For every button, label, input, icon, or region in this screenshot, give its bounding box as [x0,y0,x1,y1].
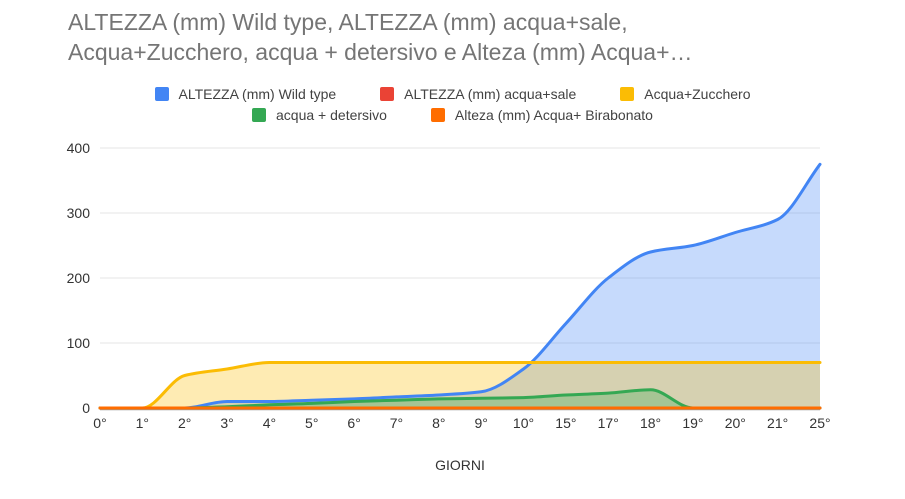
y-tick-label: 300 [66,205,90,221]
chart-title-line2: Acqua+Zucchero, acqua + detersivo e Alte… [68,39,693,65]
x-axis-title: GIORNI [435,457,485,473]
x-tick-label: 18° [639,415,662,431]
x-tick-label: 19° [682,415,704,431]
legend-label-acqua-detersivo: acqua + detersivo [276,106,387,123]
y-tick-label: 400 [66,140,90,156]
legend-label-acqua-sale: ALTEZZA (mm) acqua+sale [404,85,577,102]
legend-swatch-orange-icon [430,107,445,122]
x-tick-label: 8° [432,415,446,431]
x-tick-label: 1° [135,415,150,431]
x-tick-label: 10° [512,415,535,431]
legend-label-wild-type: ALTEZZA (mm) Wild type [178,85,337,102]
legend-label-acqua-zucchero: Acqua+Zucchero [644,85,751,102]
chart-title: ALTEZZA (mm) Wild type, ALTEZZA (mm) acq… [68,7,693,67]
chart-title-line1: ALTEZZA (mm) Wild type, ALTEZZA (mm) acq… [68,9,628,35]
legend-label-acqua-birabonato: Alteza (mm) Acqua+ Birabonato [454,106,653,123]
legend-swatch-yellow-icon [620,86,635,101]
x-tick-label: 25° [809,415,831,431]
y-tick-label: 100 [66,335,90,351]
legend-swatch-blue-icon [154,86,169,101]
x-tick-label: 9° [474,415,488,431]
legend-item-wild-type[interactable]: ALTEZZA (mm) Wild type [154,85,337,102]
x-tick-label: 2° [178,415,192,431]
legend-item-acqua-sale[interactable]: ALTEZZA (mm) acqua+sale [380,86,576,102]
legend-swatch-red-icon [380,86,395,101]
legend-item-acqua-birabonato[interactable]: Alteza (mm) Acqua+ Birabonato [430,106,653,123]
chart-legend: ALTEZZA (mm) Wild type ALTEZZA (mm) acqu… [0,83,905,125]
x-tick-label: 0° [93,415,107,431]
x-tick-label: 21° [767,415,789,431]
legend-swatch-green-icon [252,107,267,122]
x-tick-label: 3° [220,415,234,431]
x-tick-label: 20° [724,415,746,431]
legend-item-acqua-detersivo[interactable]: acqua + detersivo [252,107,387,123]
x-tick-label: 5° [305,415,319,431]
legend-item-acqua-zucchero[interactable]: Acqua+Zucchero [620,86,750,102]
x-tick-label: 7° [389,415,404,431]
x-tick-label: 17° [597,415,619,431]
legend-row-1: ALTEZZA (mm) Wild type ALTEZZA (mm) acqu… [0,83,905,104]
y-tick-label: 200 [66,270,90,286]
x-tick-label: 15° [555,415,577,431]
x-tick-label: 6° [347,415,361,431]
y-tick-label: 0 [82,400,90,416]
legend-row-2: acqua + detersivo Alteza (mm) Acqua+ Bir… [0,104,905,125]
x-tick-label: 4° [262,415,277,431]
